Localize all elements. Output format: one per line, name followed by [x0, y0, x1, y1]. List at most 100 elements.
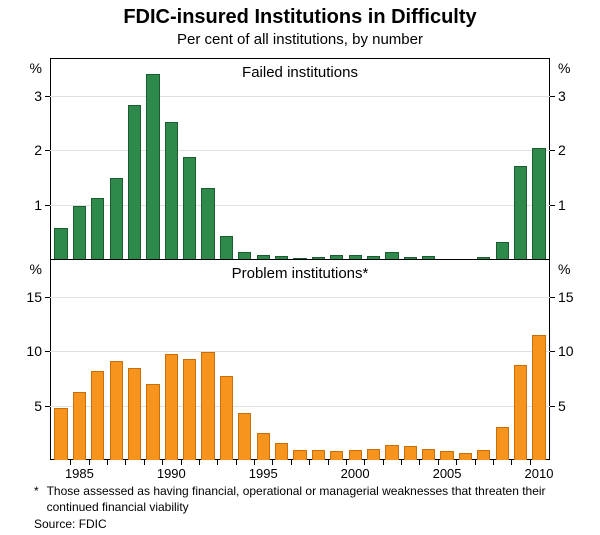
x-tick [511, 460, 512, 465]
y-tick-label-left: 3 [10, 88, 42, 104]
x-tick [456, 460, 457, 465]
grid-line [50, 150, 550, 151]
y-tick-label-right: 5 [558, 398, 590, 414]
footnote-star: * [34, 484, 47, 515]
x-tick [291, 460, 292, 465]
bar [73, 206, 86, 259]
y-tick [550, 297, 555, 298]
bar [312, 450, 325, 460]
x-tick [125, 460, 126, 465]
pct-label-right: % [558, 60, 590, 76]
x-tick [530, 460, 531, 465]
x-tick [346, 460, 347, 465]
bar [128, 105, 141, 259]
y-tick [550, 406, 555, 407]
panel-0: 112233%%Failed institutions [50, 58, 550, 259]
x-tick [475, 460, 476, 465]
x-tick [419, 460, 420, 465]
bar [275, 443, 288, 460]
x-tick [364, 460, 365, 465]
y-tick-label-left: 2 [10, 142, 42, 158]
bar [146, 74, 159, 259]
pct-label-right: % [558, 261, 590, 277]
x-tick [272, 460, 273, 465]
y-tick [550, 351, 555, 352]
bar [220, 236, 233, 259]
y-tick [45, 150, 50, 151]
y-tick-label-right: 3 [558, 88, 590, 104]
y-tick [550, 96, 555, 97]
bar [477, 450, 490, 460]
y-tick-label-right: 15 [558, 289, 590, 305]
x-tick [107, 460, 108, 465]
y-tick-label-left: 5 [10, 398, 42, 414]
x-tick [162, 460, 163, 465]
bar [349, 450, 362, 460]
x-tick [401, 460, 402, 465]
x-tick-label: 1995 [249, 466, 278, 481]
x-tick [217, 460, 218, 465]
bar [110, 361, 123, 460]
bar [385, 445, 398, 460]
bar [532, 335, 545, 460]
grid-line [50, 297, 550, 298]
footnote-source: Source: FDIC [34, 517, 554, 533]
x-tick [328, 460, 329, 465]
y-tick-label-right: 1 [558, 197, 590, 213]
y-tick [45, 351, 50, 352]
grid-line [50, 205, 550, 206]
bar [404, 446, 417, 460]
x-tick-label: 2005 [433, 466, 462, 481]
bar [532, 148, 545, 259]
x-tick [70, 460, 71, 465]
bar [220, 376, 233, 460]
x-tick [236, 460, 237, 465]
y-tick [550, 150, 555, 151]
x-tick [89, 460, 90, 465]
bar [54, 408, 67, 460]
footnote-text: Those assessed as having financial, oper… [47, 484, 554, 515]
chart-title: FDIC-insured Institutions in Difficulty [0, 0, 600, 29]
chart-subtitle: Per cent of all institutions, by number [0, 31, 600, 48]
x-tick [493, 460, 494, 465]
bar [496, 242, 509, 259]
x-tick-label: 2000 [341, 466, 370, 481]
x-tick [144, 460, 145, 465]
pct-label-left: % [10, 261, 42, 277]
bar [91, 198, 104, 259]
y-tick-label-right: 10 [558, 343, 590, 359]
y-tick [550, 205, 555, 206]
bar [183, 359, 196, 460]
bar [293, 450, 306, 460]
y-tick-label-left: 15 [10, 289, 42, 305]
bar [73, 392, 86, 460]
x-tick [309, 460, 310, 465]
x-tick [181, 460, 182, 465]
footnote: *Those assessed as having financial, ope… [34, 484, 554, 533]
bar [128, 368, 141, 460]
bar [330, 451, 343, 460]
bar [165, 122, 178, 259]
y-tick-label-right: 2 [558, 142, 590, 158]
x-tick [383, 460, 384, 465]
grid-line [50, 351, 550, 352]
bar [238, 413, 251, 460]
y-tick [45, 297, 50, 298]
bar [257, 433, 270, 460]
x-tick-label: 1990 [157, 466, 186, 481]
bar [91, 371, 104, 460]
bar [165, 354, 178, 460]
bar [422, 449, 435, 460]
bar [201, 352, 214, 460]
panel-1: 5510101515%%Problem institutions* [50, 259, 550, 460]
bar [496, 427, 509, 460]
bar [110, 178, 123, 259]
panel-title: Failed institutions [50, 64, 550, 81]
grid-line [50, 406, 550, 407]
pct-label-left: % [10, 60, 42, 76]
bar [146, 384, 159, 460]
bar [459, 453, 472, 460]
bar [183, 157, 196, 259]
panel-divider [50, 259, 550, 260]
x-tick [438, 460, 439, 465]
